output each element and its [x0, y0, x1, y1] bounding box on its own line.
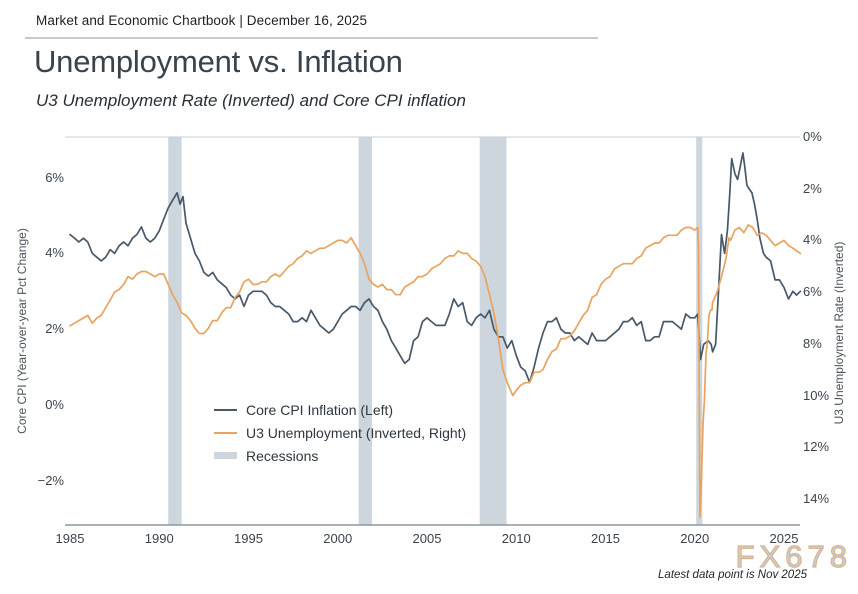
recession-band	[358, 137, 372, 525]
legend-label: U3 Unemployment (Inverted, Right)	[246, 424, 467, 441]
legend-item-core_cpi: Core CPI Inflation (Left)	[214, 398, 466, 421]
legend-swatch-core_cpi	[214, 408, 237, 411]
watermark: FX678	[735, 538, 852, 574]
u3-unemployment-line	[69, 224, 802, 518]
legend-swatch-u3_unemployment	[214, 431, 237, 434]
legend: Core CPI Inflation (Left) U3 Unemployment…	[214, 398, 466, 467]
recession-band	[168, 137, 182, 525]
right-axis-title: U3 Unemployment Rate (Inverted)	[832, 241, 846, 425]
footnote: Latest data point is Nov 2025	[658, 569, 807, 581]
legend-label: Core CPI Inflation (Left)	[246, 401, 394, 418]
left-axis-title: Core CPI (Year-over-year Pct Change)	[15, 228, 29, 434]
legend-item-recessions: Recessions	[214, 444, 466, 467]
report-kicker: Market and Economic Chartbook | December…	[36, 13, 368, 28]
chart-subtitle: U3 Unemployment Rate (Inverted) and Core…	[36, 91, 466, 110]
header-rule	[25, 37, 598, 39]
legend-label: Recessions	[246, 447, 319, 464]
recession-band	[479, 137, 507, 525]
legend-swatch-recessions	[214, 452, 237, 459]
page-title: Unemployment vs. Inflation	[34, 44, 403, 79]
core-cpi-line	[69, 152, 802, 384]
legend-item-u3_unemployment: U3 Unemployment (Inverted, Right)	[214, 421, 466, 444]
